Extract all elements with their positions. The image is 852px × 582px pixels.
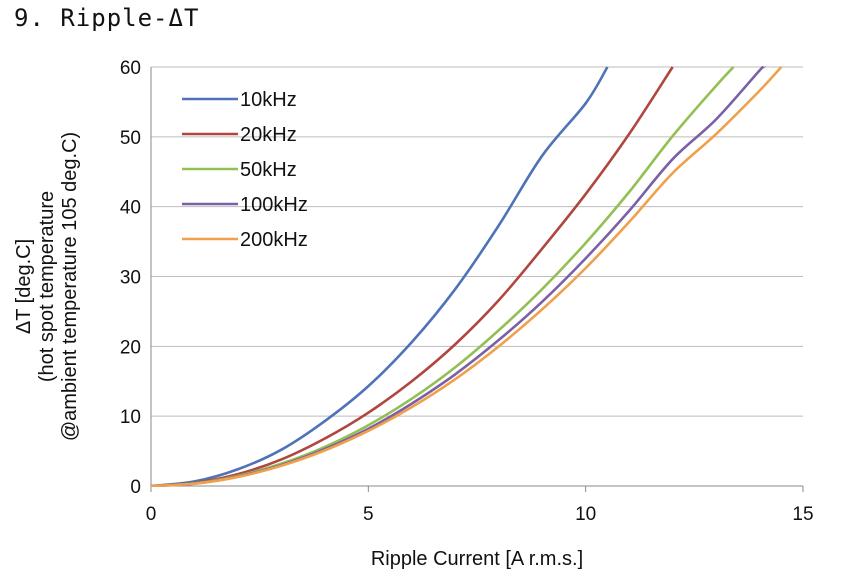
x-tick-label: 5 xyxy=(363,504,374,525)
y-axis-label-line-3: @ambient temperature 105 deg.C) xyxy=(59,132,81,441)
y-axis-label-line-1: ΔT [deg.C] xyxy=(13,239,35,334)
legend-label-50khz: 50kHz xyxy=(240,159,297,181)
series-line-10khz xyxy=(151,66,609,487)
y-tick-label: 0 xyxy=(130,477,141,498)
y-axis-label-line-2: (hot spot temperature xyxy=(36,191,58,382)
legend-label-10khz: 10kHz xyxy=(240,89,297,111)
y-tick-label: 20 xyxy=(120,337,141,358)
legend-label-20khz: 20kHz xyxy=(240,124,297,146)
y-tick-label: 10 xyxy=(120,407,141,428)
series-line-20khz xyxy=(151,66,674,487)
y-tick-label: 30 xyxy=(120,268,141,289)
x-tick-label: 0 xyxy=(146,504,157,525)
y-tick-label: 40 xyxy=(120,198,141,219)
x-tick-label: 15 xyxy=(792,504,813,525)
series-line-200khz xyxy=(151,66,783,487)
x-tick-label: 10 xyxy=(575,504,596,525)
legend-label-100khz: 100kHz xyxy=(240,194,308,216)
y-tick-label: 60 xyxy=(120,58,141,79)
legend-label-200khz: 200kHz xyxy=(240,229,308,251)
chart-title: 9. Ripple-ΔT xyxy=(14,4,200,32)
x-axis-label: Ripple Current [A r.m.s.] xyxy=(371,548,583,570)
y-tick-label: 50 xyxy=(120,128,141,149)
